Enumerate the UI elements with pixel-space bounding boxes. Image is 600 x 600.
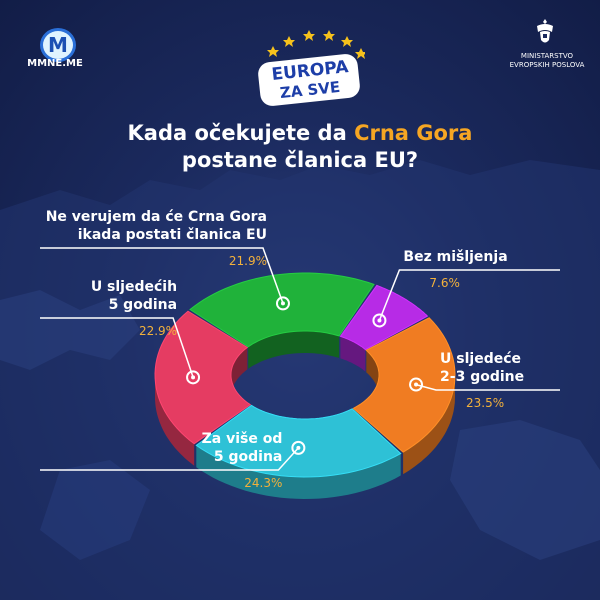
donut-inner-side [248,331,340,369]
eu-stars-icon [267,30,365,59]
slice-label: U sljedeće 2-3 godine [440,350,524,386]
ministry-logo: MINISTARSTVO EVROPSKIH POSLOVA [500,18,594,78]
mmne-logo-icon: M [40,28,76,62]
slice-label-line: Bez mišljenja [403,249,508,265]
chart-title-part2: postane članica EU? [181,148,419,172]
slice-leader-line [378,269,560,321]
europa-za-sve-logo: EUROPA ZA SVE [255,28,365,108]
slice-label-line: Za više od [201,431,283,447]
donut-slice [352,317,456,453]
slice-value-label: 7.6% [429,276,460,290]
slice-label-line: 2-3 godine [440,369,525,385]
slice-label: Ne verujem da će Crna Gora ikada postati … [46,208,267,244]
slice-label-line: U sljedeće [440,351,522,367]
chart-title: Kada očekujete da Crna Gora postane član… [60,120,540,174]
slice-label-line: 5 godina [213,449,283,465]
slice-value-label: 21.9% [228,254,267,268]
slice-label-line: ikada postati članica EU [77,227,267,243]
slice-marker [291,440,306,455]
slice-value-label: 24.3% [244,476,283,490]
slice-leader-line [40,247,284,304]
donut-outer-side [196,445,401,499]
slice-marker [372,313,387,328]
slice-value-label: 22.9% [138,324,178,338]
slice-leader-line [415,383,560,391]
donut-outer-side [403,375,455,475]
donut-sides [155,331,455,499]
slice-label-line: Ne verujem da će Crna Gora [45,209,267,225]
slice-label-line: 5 godina [108,297,178,313]
slice-label: Za više od 5 godina [202,430,283,466]
donut-outer-side [155,375,195,466]
slice-leader-line [40,317,194,378]
donut-inner-side [366,350,379,397]
chart-title-part1: Kada očekujete da [127,121,355,145]
slice-marker [186,370,201,385]
ministry-logo-line1: MINISTARSTVO [520,52,574,60]
mmne-logo-text: MMNE.ME [27,58,83,69]
montenegro-crest-icon [537,19,553,43]
donut-slice [154,310,252,445]
slice-label-line: U sljedećih [90,279,178,295]
ministry-logo-line2: EVROPSKIH POSLOVA [509,61,585,69]
slice-marker [275,296,290,311]
mmne-logo: M MMNE.ME [20,28,90,72]
chart-title-highlight: Crna Gora [354,121,473,145]
slice-value-label: 23.5% [466,396,505,410]
donut-inner-side [231,347,248,397]
slice-label: U sljedećih 5 godina [91,278,177,314]
slice-leader-line [40,447,299,471]
slice-label: Bez mišljenja [403,248,507,266]
slice-marker [409,377,424,392]
